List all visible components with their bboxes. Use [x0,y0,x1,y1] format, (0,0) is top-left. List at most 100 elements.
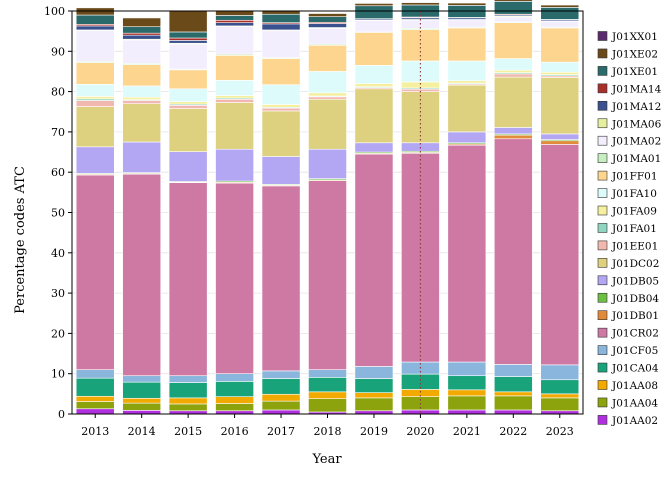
bar-segment [447,131,487,144]
y-tick-label: 70 [51,126,65,139]
bar-stack [261,9,301,415]
x-tick-label: 2020 [406,425,434,438]
bar-segment [354,378,394,393]
x-tick-label: 2018 [314,425,342,438]
bar-segment [122,381,162,399]
y-tick-label: 50 [51,207,65,220]
bar-stack [122,17,162,415]
bar-segment [493,395,533,411]
legend-label: J01EE01 [611,240,658,252]
bar-segment [493,127,533,135]
legend-label: J01MA02 [611,136,661,148]
bar-segment [261,156,301,185]
legend-swatch [597,101,608,111]
legend-label: J01FA10 [611,188,657,200]
legend-label: J01XX01 [611,31,658,43]
legend-label: J01AA04 [611,397,658,409]
bar-segment [168,382,208,399]
bar-segment [215,373,254,382]
bar-segment [215,95,254,99]
bar-segment [122,39,162,64]
bar-segment [401,152,440,363]
bar-segment [447,361,487,377]
bar-segment [493,76,533,128]
y-axis: 0 10 20 30 40 50 60 70 80 90 100 [44,5,72,421]
bar-segment [261,23,301,31]
bar-segment [261,84,301,105]
x-axis: 2013 2014 2015 2016 2017 2018 2019 2020 2021 2022… [81,414,574,438]
bar-segment [354,153,394,367]
bar-segment [122,17,162,28]
y-axis-title: Percentage codes ATC [13,166,28,314]
bar-segment [354,32,394,66]
bar-segment [540,77,580,135]
bar-segment [308,98,347,150]
legend-swatch [597,258,608,268]
legend-swatch [597,292,608,303]
bar-segment [122,85,162,98]
x-tick-label: 2017 [267,425,295,438]
legend-swatch [597,83,608,94]
bar-segment [540,133,580,140]
legend-item: J01XX01 [597,31,658,43]
bar-segment [308,92,347,97]
bar-segment [75,84,115,97]
bar-segment [308,23,347,28]
legend-item: J01FA10 [597,188,657,200]
bar-segment [447,60,487,82]
bar-segment [540,364,580,381]
bar-segment [540,21,580,28]
legend: J01XX01 J01XE02 J01XE01 J01MA14 J01MA12 J01MA… [597,31,662,427]
bar-segment [215,182,254,374]
bar-segment [354,397,394,412]
bar-segment [308,377,347,393]
bar-segment [447,84,487,133]
legend-label: J01AA08 [611,380,658,392]
x-tick-label: 2013 [81,425,109,438]
bar-segment [540,4,580,8]
bar-segment [75,174,115,370]
legend-item: J01FA09 [597,205,657,218]
legend-item: J01XE01 [597,66,658,78]
legend-swatch [597,397,608,408]
bar-segment [215,98,254,103]
bar-segment [308,180,347,370]
bar-segment [447,389,487,397]
bar-segment [308,398,347,413]
bar-segment [308,28,347,45]
bar-segment [215,396,254,404]
bar-segment [122,100,162,104]
bar-segment [308,16,347,23]
bar-segment [447,2,487,6]
bar-stack [215,9,254,415]
legend-label: J01FA09 [611,206,657,218]
bar-segment [308,369,347,378]
bar-segment [493,22,533,59]
bar-segment [75,395,115,402]
bar-segment [168,43,208,70]
bar-segment [540,27,580,63]
bar-segment [215,55,254,81]
bar-segment [215,80,254,96]
bar-segment [215,15,254,21]
legend-item: J01EE01 [597,240,658,252]
legend-swatch [597,345,608,355]
legend-swatch [597,205,608,216]
bar-segment [540,397,580,412]
bar-segment [122,141,162,173]
bar-segment [261,104,301,108]
legend-swatch [597,188,608,198]
bar-segment [540,140,580,145]
bar-segment [261,13,301,23]
x-tick-label: 2023 [546,425,574,438]
bar-segment [122,96,162,100]
bar-stack [493,0,533,415]
bar-segment [308,96,347,100]
legend-item: J01CA04 [597,363,659,375]
bar-segment [493,391,533,397]
bar-segment [215,403,254,412]
legend-swatch [597,415,608,425]
legend-item: J01XE02 [597,48,658,60]
bar-segment [122,32,162,36]
bar-segment [168,37,208,41]
